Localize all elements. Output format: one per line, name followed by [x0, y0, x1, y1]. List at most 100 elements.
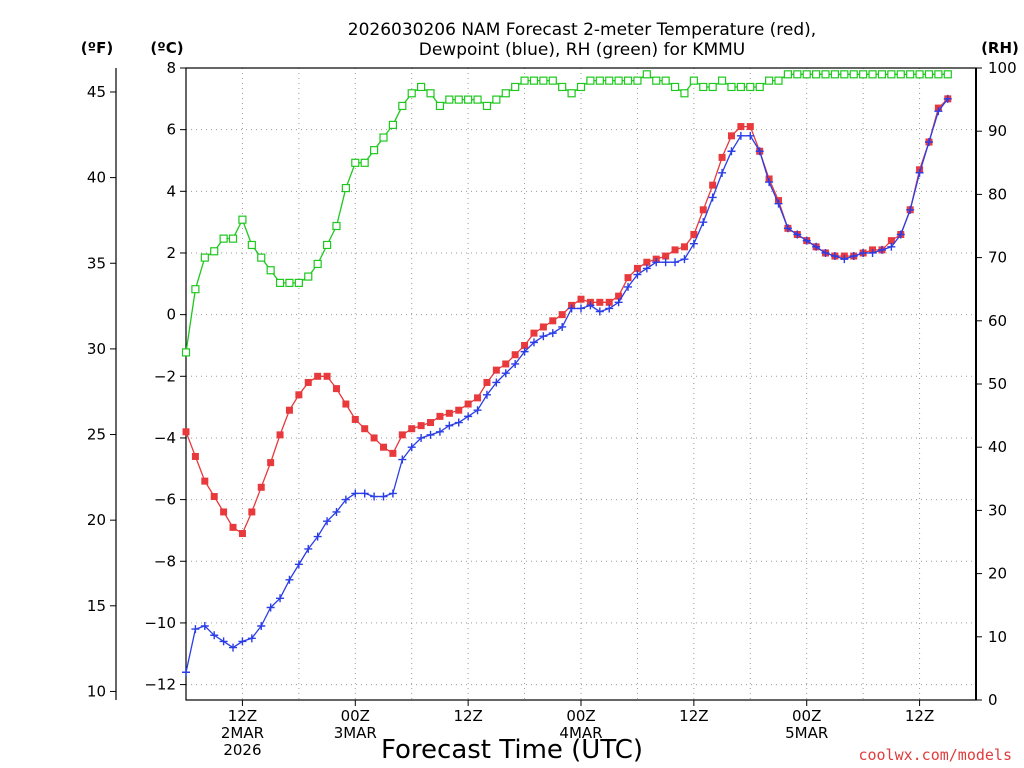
- dewpoint-point: [285, 575, 294, 584]
- rh-point: [228, 234, 238, 243]
- rh-point: [670, 82, 680, 92]
- temperature-point: [577, 295, 585, 303]
- dewpoint-point: [821, 248, 830, 257]
- dewpoint-point: [482, 390, 491, 399]
- rh-point: [633, 76, 642, 85]
- temperature-point: [502, 360, 510, 368]
- temperature-line: [185, 98, 949, 535]
- temperature-point: [530, 329, 538, 337]
- rh-point: [896, 70, 905, 79]
- celsius-tick-label: −6: [154, 491, 176, 509]
- temperature-point: [474, 394, 482, 402]
- x-tick-label: 12Z: [453, 707, 482, 725]
- temperature-point: [690, 230, 698, 238]
- dewpoint-point: [313, 532, 322, 541]
- dewpoint-point: [624, 282, 633, 291]
- rh-tick-label: 90: [988, 122, 1007, 140]
- dewpoint-point: [614, 298, 623, 307]
- rh-point: [417, 82, 426, 92]
- rh-point: [360, 158, 369, 167]
- dewpoint-point: [191, 625, 200, 634]
- dewpoint-point: [511, 359, 520, 368]
- temperature-point: [417, 422, 425, 430]
- dewpoint-point: [398, 455, 407, 464]
- temperature-point: [398, 431, 406, 439]
- temperature-point: [314, 372, 322, 380]
- dewpoint-point: [247, 634, 256, 643]
- dewpoint-line: [185, 98, 949, 673]
- dewpoint-point: [426, 430, 435, 439]
- x-tick-label: 3MAR: [334, 724, 377, 742]
- dewpoint-point: [266, 603, 275, 612]
- dewpoint-point: [595, 307, 604, 316]
- rh-point: [407, 89, 416, 98]
- temperature-point: [643, 258, 651, 266]
- rh-point: [567, 89, 576, 98]
- rh-point: [529, 76, 539, 85]
- x-tick-label: 00Z: [341, 707, 370, 725]
- rh-point: [595, 76, 604, 85]
- rh-point: [623, 76, 633, 85]
- dewpoint-point: [812, 242, 821, 251]
- dewpoint-point: [351, 489, 360, 498]
- temperature-point: [370, 434, 378, 442]
- rh-point: [388, 120, 398, 129]
- temperature-point: [380, 443, 387, 451]
- dewpoint-point: [407, 443, 416, 452]
- temperature-point: [483, 378, 491, 386]
- celsius-tick-label: 8: [166, 59, 176, 77]
- rh-point: [830, 70, 840, 79]
- dewpoint-point: [633, 270, 642, 279]
- rh-tick-label: 80: [988, 185, 1007, 203]
- rh-point: [717, 76, 727, 85]
- dewpoint-point: [671, 258, 680, 267]
- dewpoint-point: [229, 643, 238, 652]
- rh-point: [473, 95, 482, 104]
- dewpoint-point: [642, 264, 651, 273]
- dewpoint-point: [445, 421, 454, 430]
- rh-point: [558, 82, 567, 92]
- celsius-tick-label: 2: [166, 244, 176, 262]
- axes: −12 −10 −8 −6 −4 −2 0 2 4 6 8 10 15 20 25 30 35 40 45 0 10 20…: [87, 59, 1017, 759]
- rh-point: [821, 70, 830, 79]
- temperature-point: [220, 508, 228, 516]
- temperature-point: [276, 431, 284, 439]
- rh-point: [764, 76, 774, 85]
- rh-point: [614, 76, 623, 85]
- rh-point: [576, 82, 586, 92]
- dewpoint-point: [708, 193, 717, 202]
- temperature-point: [304, 378, 312, 386]
- rh-point: [238, 215, 247, 224]
- dewpoint-point: [689, 239, 698, 248]
- dewpoint-point: [360, 489, 369, 498]
- x-tick-label: 12Z: [228, 707, 257, 725]
- chart-title-line-1: 2026030206 NAM Forecast 2-meter Temperat…: [348, 20, 816, 40]
- dewpoint-point: [887, 242, 896, 251]
- rh-point: [379, 133, 388, 142]
- celsius-tick-label: −2: [154, 367, 176, 385]
- rh-tick-label: 70: [988, 249, 1007, 267]
- dewpoint-point: [341, 495, 350, 504]
- x-tick-label: 00Z: [566, 707, 595, 725]
- rh-point: [915, 70, 924, 79]
- dewpoint-point: [718, 168, 727, 177]
- celsius-tick-label: −12: [144, 676, 176, 694]
- temperature-point: [201, 477, 209, 485]
- rh-point: [605, 76, 614, 85]
- rh-point: [426, 89, 435, 98]
- temperature-point: [511, 351, 519, 359]
- rh-point: [699, 82, 708, 92]
- temperature-point: [699, 206, 707, 214]
- rh-tick-label: 0: [988, 691, 998, 709]
- dewpoint-point: [877, 245, 886, 254]
- dewpoint-point: [435, 427, 444, 436]
- temperature-point: [445, 409, 453, 417]
- rh-point: [642, 70, 651, 79]
- celsius-tick-label: −4: [154, 429, 176, 447]
- rh-point: [859, 70, 868, 79]
- rh-tick-label: 40: [988, 438, 1007, 456]
- rh-tick-label: 20: [988, 565, 1007, 583]
- temperature-point: [389, 449, 397, 457]
- temperature-point: [596, 298, 604, 306]
- rh-point: [755, 82, 764, 92]
